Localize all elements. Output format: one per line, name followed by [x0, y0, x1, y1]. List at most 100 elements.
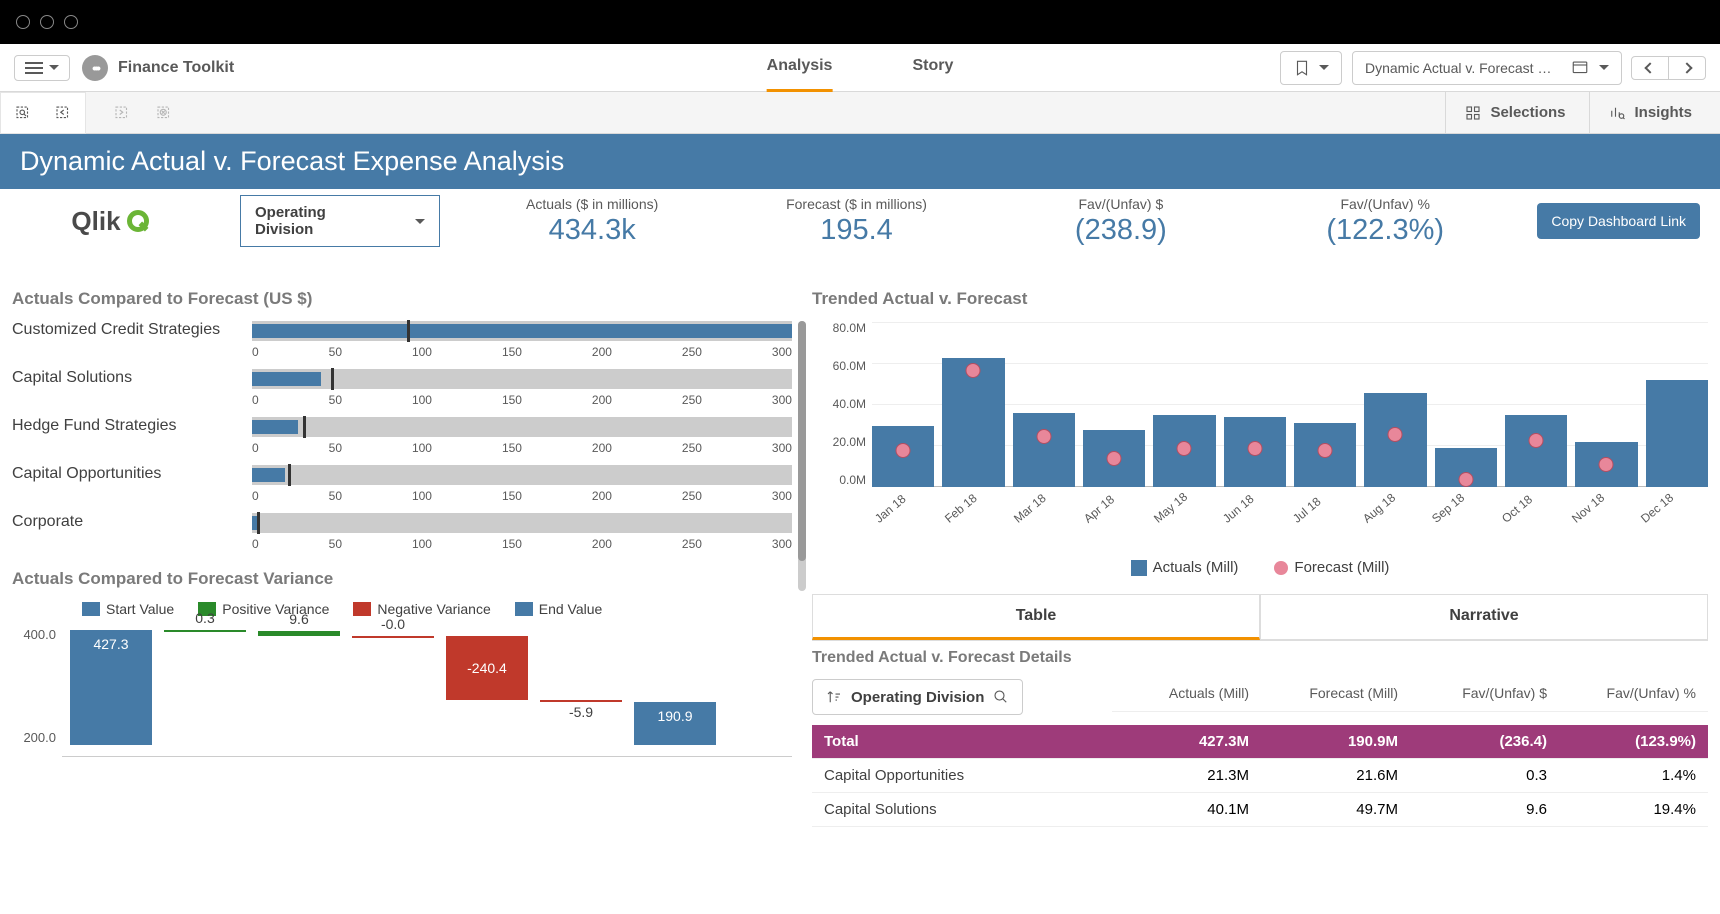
kpi-fav-amount: Fav/(Unfav) $ (238.9) — [1009, 196, 1233, 247]
selections-icon — [1464, 104, 1482, 122]
legend-swatch-dot — [1274, 561, 1288, 575]
kpi-row: Qlik Choose a dimension Operating Divisi… — [0, 189, 1720, 257]
bullet-row: Corporate050100150200250300 — [12, 513, 792, 551]
legend-swatch-bar — [1131, 560, 1147, 576]
trend-plot: Jan 18Feb 18Mar 18Apr 18May 18Jun 18Jul … — [872, 321, 1708, 551]
logo-q-icon — [127, 210, 149, 232]
waterfall-bar: -5.9 — [540, 700, 622, 702]
window-minimize-icon[interactable] — [40, 15, 54, 29]
table-row[interactable]: Capital Solutions40.1M49.7M9.619.4% — [812, 793, 1708, 827]
legend-label: Actuals (Mill) — [1153, 559, 1239, 576]
main-menu-button[interactable] — [14, 55, 70, 81]
bookmarks-button[interactable] — [1280, 51, 1342, 85]
search-icon — [992, 688, 1010, 706]
bullet-bar-chart: 050100150200250300 — [252, 465, 792, 503]
sort-icon — [825, 688, 843, 706]
scrollbar[interactable] — [798, 321, 806, 591]
tab-analysis[interactable]: Analysis — [767, 43, 833, 92]
waterfall-value: 190.9 — [634, 708, 716, 724]
bullet-chart-title: Actuals Compared to Forecast (US $) — [12, 289, 792, 309]
table-cell: (123.9%) — [1559, 725, 1708, 758]
legend-label: End Value — [539, 601, 603, 617]
trend-forecast-dot — [896, 443, 911, 458]
table-title: Trended Actual v. Forecast Details — [812, 649, 1708, 667]
table-row[interactable]: Capital Opportunities21.3M21.6M0.31.4% — [812, 759, 1708, 793]
chevron-left-icon — [1644, 62, 1655, 73]
bullet-ticks: 050100150200250300 — [252, 489, 792, 503]
bullet-chart[interactable]: Customized Credit Strategies 050100150200… — [12, 321, 792, 551]
kpi-value: 434.3k — [480, 214, 704, 247]
caret-down-icon — [1599, 65, 1609, 70]
table-row-label: Total — [812, 725, 1112, 758]
legend-swatch — [515, 602, 533, 616]
kpi-value: (122.3%) — [1273, 214, 1497, 247]
table-cell: 40.1M — [1112, 793, 1261, 826]
trend-forecast-dot — [1388, 427, 1403, 442]
bullet-bar-chart: 050100150200250300 — [252, 417, 792, 455]
table-header-cell[interactable]: Forecast (Mill) — [1261, 675, 1410, 711]
insights-button[interactable]: Insights — [1589, 92, 1710, 134]
bullet-bar-chart: 050100150200250300 — [252, 513, 792, 551]
legend-label: Forecast (Mill) — [1294, 559, 1389, 576]
dimension-select[interactable]: Operating Division — [240, 195, 440, 247]
subtab-narrative[interactable]: Narrative — [1260, 594, 1708, 640]
insights-label: Insights — [1634, 104, 1692, 121]
trend-forecast-dot — [966, 363, 981, 378]
tab-story[interactable]: Story — [912, 43, 953, 92]
step-back-button[interactable] — [47, 97, 79, 129]
table-cell: 0.3 — [1410, 759, 1559, 792]
legend-item: Start Value — [82, 601, 174, 617]
table-cell: 21.3M — [1112, 759, 1261, 792]
bookmark-icon — [1293, 59, 1311, 77]
kpi-value: (238.9) — [1009, 214, 1233, 247]
trend-forecast-dot — [1036, 429, 1051, 444]
kpi-label: Actuals ($ in millions) — [480, 196, 704, 212]
next-sheet-button[interactable] — [1668, 56, 1706, 80]
sheet-selector[interactable]: Dynamic Actual v. Forecast … — [1352, 51, 1622, 85]
trend-bar — [1364, 393, 1426, 487]
clear-selections-button[interactable] — [148, 97, 180, 129]
bullet-marker — [407, 320, 410, 342]
trend-chart[interactable]: 80.0M60.0M40.0M20.0M0.0M Jan 18Feb 18Mar… — [812, 321, 1708, 551]
table-body: Total427.3M190.9M(236.4)(123.9%)Capital … — [812, 725, 1708, 827]
sheet-icon — [1571, 59, 1589, 77]
bullet-label: Capital Solutions — [12, 369, 252, 387]
os-titlebar — [0, 0, 1720, 44]
smart-search-button[interactable] — [7, 97, 39, 129]
bullet-marker — [303, 416, 306, 438]
table-cell: (236.4) — [1410, 725, 1559, 758]
prev-sheet-button[interactable] — [1631, 56, 1669, 80]
table-header-cell[interactable]: Fav/(Unfav) % — [1559, 675, 1708, 711]
waterfall-yaxis: 400.0200.0 — [12, 627, 62, 745]
window-close-icon[interactable] — [16, 15, 30, 29]
waterfall-bar: 427.3 — [70, 630, 152, 745]
waterfall-chart[interactable]: 400.0200.0 427.30.39.6-0.0-240.4-5.9190.… — [12, 627, 792, 757]
detail-subtabs: Table Narrative — [812, 594, 1708, 641]
table-header-cell[interactable]: Actuals (Mill) — [1112, 675, 1261, 711]
trend-forecast-dot — [1318, 443, 1333, 458]
bullet-ticks: 050100150200250300 — [252, 537, 792, 551]
bullet-label: Customized Credit Strategies — [12, 321, 252, 339]
bullet-ticks: 050100150200250300 — [252, 441, 792, 455]
selections-label: Selections — [1490, 104, 1565, 121]
trend-legend: Actuals (Mill) Forecast (Mill) — [812, 559, 1708, 576]
waterfall-value: -240.4 — [446, 660, 528, 676]
insights-icon — [1608, 104, 1626, 122]
table-dimension-button[interactable]: Operating Division — [812, 679, 1023, 715]
step-forward-button[interactable] — [106, 97, 138, 129]
kpi-label: Fav/(Unfav) % — [1273, 196, 1497, 212]
selections-tool-button[interactable]: Selections — [1445, 92, 1583, 134]
table-header-cell[interactable]: Fav/(Unfav) $ — [1410, 675, 1559, 711]
waterfall-value: 0.3 — [164, 610, 246, 626]
waterfall-title: Actuals Compared to Forecast Variance — [12, 569, 792, 589]
scroll-thumb[interactable] — [798, 321, 806, 561]
trend-bar — [942, 358, 1004, 487]
bullet-label: Capital Opportunities — [12, 465, 252, 483]
copy-dashboard-link-button[interactable]: Copy Dashboard Link — [1537, 203, 1700, 239]
table-total-row[interactable]: Total427.3M190.9M(236.4)(123.9%) — [812, 725, 1708, 759]
waterfall-bar: 0.3 — [164, 630, 246, 632]
subtab-table[interactable]: Table — [812, 594, 1260, 640]
window-maximize-icon[interactable] — [64, 15, 78, 29]
app-icon: ••• — [82, 55, 108, 81]
trend-forecast-dot — [1107, 451, 1122, 466]
